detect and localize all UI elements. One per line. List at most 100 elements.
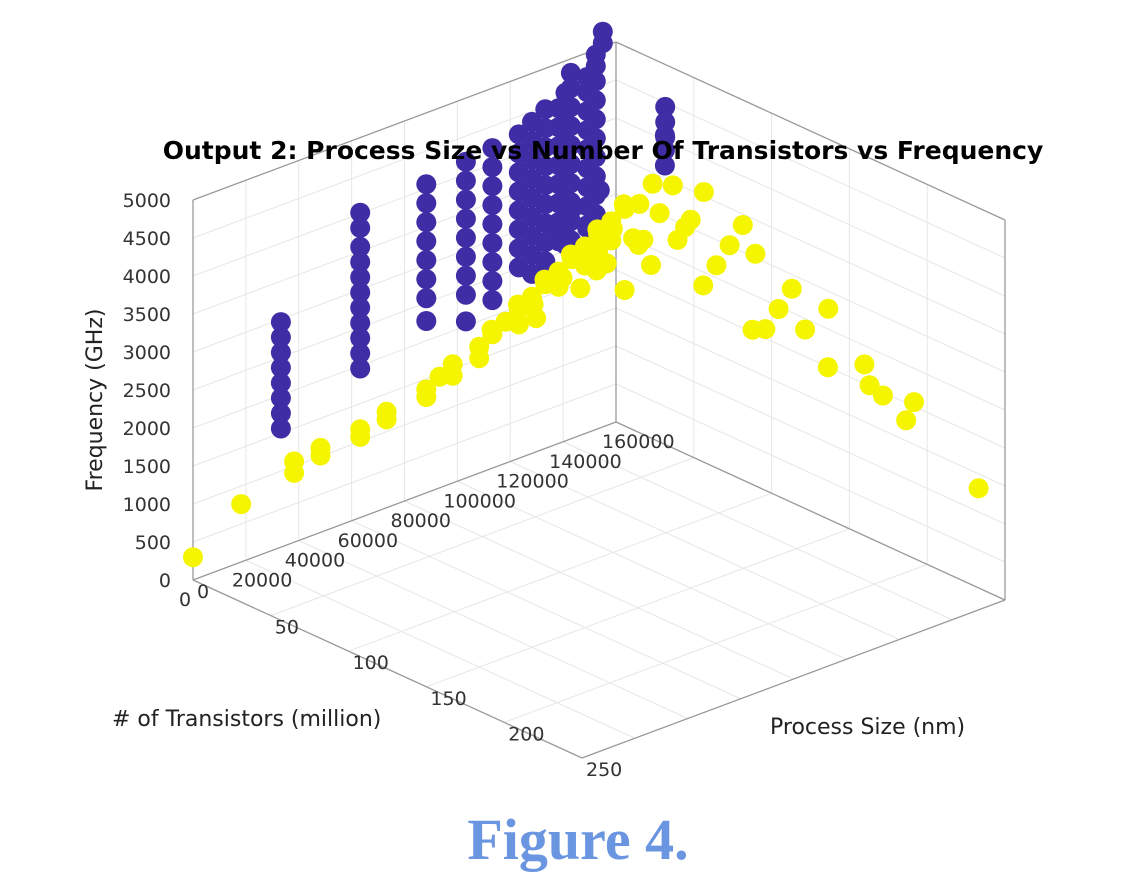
- z-tick-label: 1500: [123, 456, 171, 478]
- data-point: [577, 158, 598, 179]
- data-point: [482, 252, 503, 273]
- axis-edge: [192, 579, 583, 759]
- data-point: [416, 387, 437, 407]
- data-point: [655, 96, 676, 117]
- data-point: [742, 319, 763, 340]
- data-point: [577, 139, 598, 160]
- chart-points: [183, 21, 989, 568]
- data-point: [350, 267, 371, 288]
- data-point: [508, 181, 529, 202]
- data-point: [350, 236, 371, 257]
- z-tick-label: 2000: [123, 418, 171, 440]
- data-point: [896, 410, 917, 431]
- z-tick-label: 5000: [123, 190, 171, 212]
- data-point: [376, 409, 397, 430]
- data-point: [587, 219, 608, 240]
- grid-line: [615, 307, 1006, 487]
- data-point: [589, 180, 610, 201]
- data-point: [455, 284, 476, 305]
- data-point: [350, 358, 371, 379]
- grid-line: [615, 117, 1006, 297]
- data-point: [455, 265, 476, 286]
- x-axis-label: # of Transistors (million): [112, 707, 381, 732]
- data-point: [350, 282, 371, 303]
- data-point: [455, 208, 476, 229]
- data-point: [270, 388, 291, 409]
- data-point: [693, 275, 714, 296]
- data-point: [614, 280, 635, 300]
- y-tick-label: 200: [508, 723, 544, 745]
- data-point: [732, 215, 753, 235]
- z-tick-label: 4000: [123, 266, 171, 288]
- data-point: [350, 217, 371, 238]
- data-point: [350, 252, 371, 273]
- data-point: [817, 357, 838, 378]
- data-point: [535, 99, 556, 120]
- data-point: [560, 244, 581, 265]
- data-point: [522, 111, 542, 132]
- data-point: [508, 219, 529, 240]
- y-tick-label: 250: [586, 759, 622, 781]
- data-point: [563, 197, 584, 218]
- data-point: [693, 182, 714, 202]
- data-point: [231, 494, 252, 515]
- data-point: [310, 445, 331, 466]
- y-tick-label: 100: [353, 652, 389, 674]
- data-point: [350, 328, 371, 349]
- z-tick-label: 4500: [123, 228, 171, 250]
- x-tick-label: 100000: [443, 490, 516, 512]
- data-point: [745, 243, 766, 264]
- data-point: [795, 319, 816, 340]
- data-point: [442, 365, 463, 386]
- data-point: [508, 314, 529, 335]
- data-point: [577, 101, 598, 122]
- data-point: [552, 267, 573, 288]
- data-point: [482, 290, 503, 311]
- data-point: [455, 151, 476, 172]
- data-point: [482, 233, 503, 254]
- data-point: [482, 214, 503, 235]
- axis-edge: [615, 41, 1006, 221]
- x-tick-label: 40000: [285, 550, 345, 572]
- axis-edge: [192, 421, 617, 581]
- data-point: [768, 299, 789, 319]
- data-point: [649, 203, 670, 224]
- data-point: [270, 403, 291, 424]
- z-tick-label: 0: [159, 570, 171, 592]
- z-tick-label: 3000: [123, 342, 171, 364]
- x-tick-label: 80000: [391, 510, 451, 532]
- data-point: [270, 327, 291, 348]
- axis-edge: [581, 599, 1006, 759]
- data-point: [555, 82, 576, 103]
- axis-edge: [615, 421, 1006, 601]
- data-point: [508, 294, 528, 315]
- data-point: [818, 298, 839, 319]
- data-point: [416, 212, 437, 233]
- grid-line: [457, 480, 847, 660]
- data-point: [270, 342, 291, 363]
- grid-line: [562, 441, 953, 621]
- data-point: [350, 426, 371, 447]
- grid-line: [615, 193, 1006, 373]
- data-point: [641, 255, 661, 275]
- z-axis-label: Frequency (GHz): [83, 309, 108, 492]
- data-point: [416, 193, 437, 214]
- chart-axis-labels: Frequency (GHz) # of Transistors (million…: [83, 309, 965, 740]
- data-point: [633, 229, 654, 250]
- data-point: [654, 155, 675, 176]
- data-point: [416, 311, 437, 331]
- data-point: [455, 189, 476, 210]
- data-point: [416, 174, 437, 195]
- y-tick-label: 150: [430, 688, 466, 710]
- grid-line: [351, 520, 741, 700]
- z-tick-label: 500: [135, 532, 171, 554]
- data-point: [350, 297, 371, 318]
- data-point: [534, 269, 555, 290]
- chart-title: Output 2: Process Size vs Number Of Tran…: [162, 136, 1044, 165]
- grid-line: [348, 492, 772, 652]
- x-tick-label: 60000: [338, 530, 398, 552]
- data-point: [577, 67, 598, 87]
- data-point: [508, 238, 529, 259]
- data-point: [508, 257, 529, 278]
- z-tick-label: 2500: [123, 380, 171, 402]
